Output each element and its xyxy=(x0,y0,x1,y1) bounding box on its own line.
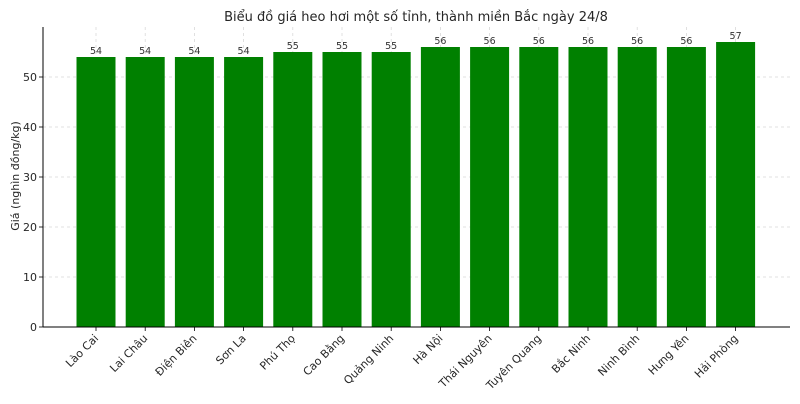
y-tick-label: 40 xyxy=(23,121,37,134)
x-tick-label: Ninh Bình xyxy=(595,332,642,379)
bar xyxy=(273,52,313,327)
data-label: 56 xyxy=(434,36,446,47)
bar xyxy=(76,57,116,327)
data-label: 56 xyxy=(533,36,545,47)
axes xyxy=(39,27,790,331)
data-label: 56 xyxy=(631,36,643,47)
bar xyxy=(125,57,165,327)
x-tick-label: Bắc Ninh xyxy=(549,332,593,376)
x-tick-label: Lào Cai xyxy=(63,332,101,370)
y-axis-label: Giá (nghìn đồng/kg) xyxy=(9,121,22,231)
x-tick-label: Cao Bằng xyxy=(301,332,348,379)
x-tick-label: Hải Phòng xyxy=(692,332,741,381)
data-label: 54 xyxy=(188,46,200,57)
bar xyxy=(420,47,460,327)
bar xyxy=(224,57,264,327)
bar xyxy=(371,52,411,327)
data-label: 54 xyxy=(139,46,151,57)
x-tick-label: Sơn La xyxy=(213,332,248,367)
bar xyxy=(666,47,706,327)
x-tick-label: Phú Thọ xyxy=(257,332,298,373)
data-label: 54 xyxy=(238,46,250,57)
x-tick-label: Lai Châu xyxy=(107,332,150,375)
y-tick-label: 0 xyxy=(30,321,37,334)
data-label: 55 xyxy=(385,41,397,52)
y-tick-label: 30 xyxy=(23,171,37,184)
x-tick-label: Điện Biên xyxy=(153,332,200,379)
data-label: 55 xyxy=(336,41,348,52)
data-label: 56 xyxy=(582,36,594,47)
bar xyxy=(568,47,608,327)
bar xyxy=(470,47,510,327)
data-label: 55 xyxy=(287,41,299,52)
y-tick-label: 10 xyxy=(23,271,37,284)
bar xyxy=(322,52,362,327)
x-tick-label: Quảng Ninh xyxy=(341,332,396,387)
bars xyxy=(76,42,756,327)
bar xyxy=(617,47,657,327)
x-tick-label: Hà Nội xyxy=(410,332,445,367)
data-label: 56 xyxy=(680,36,692,47)
data-labels: 54 54 54 54 55 55 55 56 56 56 56 56 56 57 xyxy=(90,31,742,57)
data-label: 57 xyxy=(730,31,742,42)
bar xyxy=(519,47,559,327)
y-tick-label: 50 xyxy=(23,71,37,84)
bar xyxy=(174,57,214,327)
y-tick-label: 20 xyxy=(23,221,37,234)
data-label: 56 xyxy=(484,36,496,47)
bar xyxy=(716,42,756,327)
x-tick-label: Hưng Yên xyxy=(646,332,692,378)
data-label: 54 xyxy=(90,46,102,57)
chart-title: Biểu đồ giá heo hơi một số tỉnh, thành m… xyxy=(224,10,608,25)
